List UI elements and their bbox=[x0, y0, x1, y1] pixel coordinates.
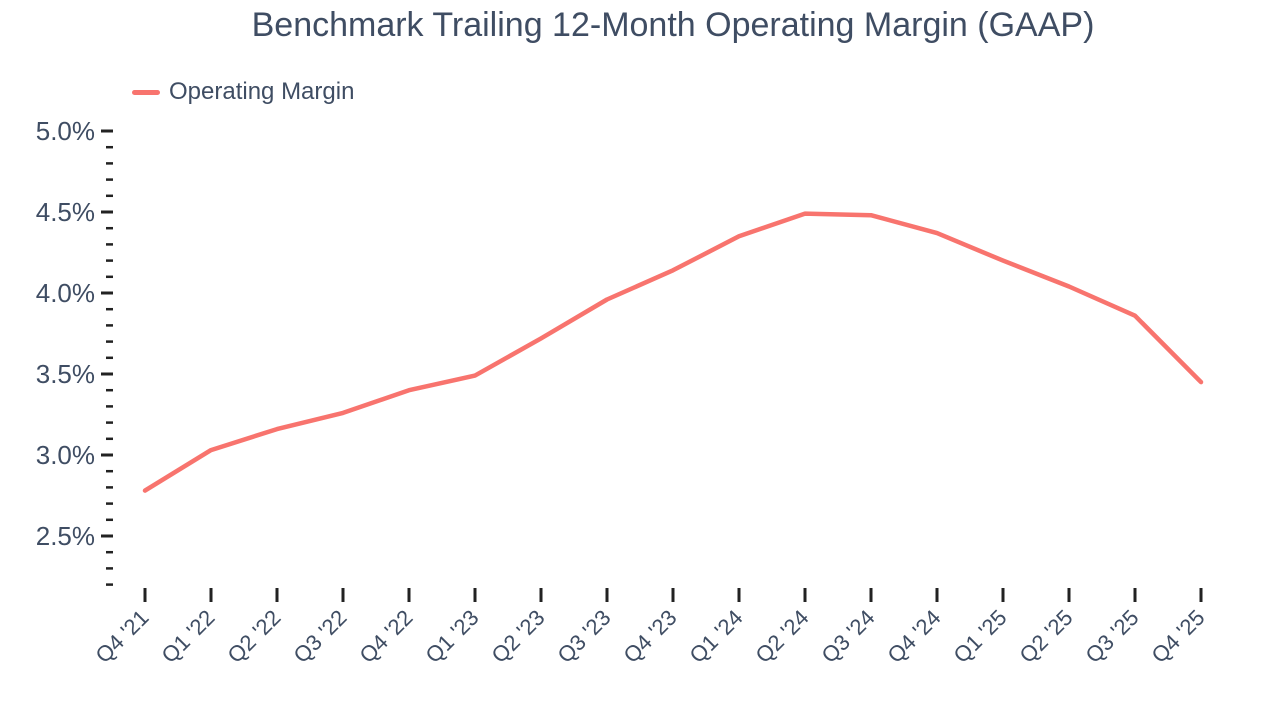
x-tick-label: Q1 '22 bbox=[157, 605, 220, 668]
y-tick-label: 4.5% bbox=[36, 197, 95, 227]
chart-title: Benchmark Trailing 12-Month Operating Ma… bbox=[251, 6, 1095, 44]
x-tick-label: Q2 '22 bbox=[223, 605, 286, 668]
y-tick-label: 5.0% bbox=[36, 116, 95, 146]
x-tick-label: Q4 '22 bbox=[355, 605, 418, 668]
y-tick-label: 3.5% bbox=[36, 359, 95, 389]
x-tick-label: Q4 '21 bbox=[91, 605, 154, 668]
x-tick-label: Q4 '24 bbox=[883, 605, 946, 668]
x-tick-label: Q2 '25 bbox=[1015, 605, 1078, 668]
x-tick-label: Q1 '25 bbox=[949, 605, 1012, 668]
y-tick-label: 4.0% bbox=[36, 278, 95, 308]
legend-swatch-icon bbox=[132, 89, 160, 95]
x-tick-label: Q3 '25 bbox=[1081, 605, 1144, 668]
x-tick-label: Q1 '23 bbox=[421, 605, 484, 668]
x-tick-label: Q4 '25 bbox=[1147, 605, 1210, 668]
x-tick-label: Q2 '23 bbox=[487, 605, 550, 668]
legend[interactable]: Operating Margin bbox=[132, 78, 354, 106]
y-tick-label: 2.5% bbox=[36, 521, 95, 551]
legend-label: Operating Margin bbox=[169, 78, 355, 105]
x-tick-label: Q3 '24 bbox=[817, 605, 880, 668]
x-tick-label: Q4 '23 bbox=[619, 605, 682, 668]
y-tick-label: 3.0% bbox=[36, 440, 95, 470]
x-tick-label: Q3 '22 bbox=[289, 605, 352, 668]
operating-margin-line bbox=[142, 211, 1204, 493]
x-tick-label: Q2 '24 bbox=[751, 605, 814, 668]
x-tick-label: Q3 '23 bbox=[553, 605, 616, 668]
x-tick-label: Q1 '24 bbox=[685, 605, 748, 668]
